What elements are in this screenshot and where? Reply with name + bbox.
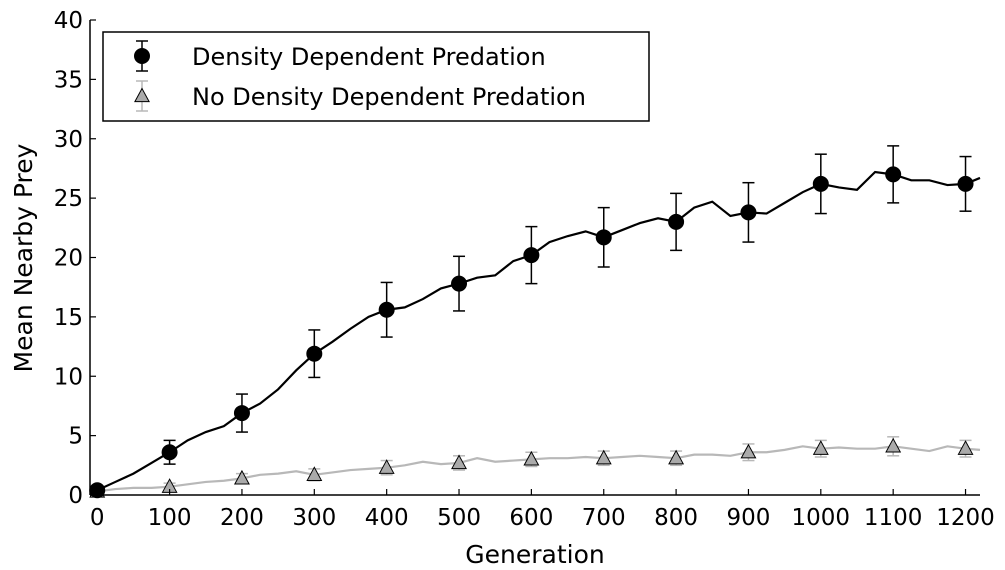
legend-box xyxy=(102,31,650,122)
x-tick-label: 400 xyxy=(365,505,409,531)
legend-items xyxy=(134,40,150,112)
data-point-density xyxy=(595,229,612,246)
data-point-density xyxy=(378,301,395,318)
data-point-no-density xyxy=(378,459,395,474)
x-tick-label: 800 xyxy=(654,505,698,531)
data-point-density xyxy=(306,345,323,362)
data-point-no-density xyxy=(812,440,829,455)
data-point-density xyxy=(668,213,685,230)
data-point-no-density xyxy=(306,466,323,481)
data-point-density xyxy=(233,405,250,422)
y-tick-label: 30 xyxy=(54,127,83,153)
series-layer xyxy=(89,145,981,499)
x-tick-label: 900 xyxy=(727,505,771,531)
x-tick-label: 700 xyxy=(582,505,626,531)
series-line-no-density xyxy=(97,445,981,493)
legend-marker-density xyxy=(134,48,150,64)
x-tick-label: 500 xyxy=(437,505,481,531)
data-point-no-density xyxy=(233,469,250,485)
x-tick-label: 200 xyxy=(220,505,264,531)
data-point-no-density xyxy=(451,454,467,470)
data-point-no-density xyxy=(740,443,757,459)
x-tick-label: 1000 xyxy=(792,505,851,531)
x-tick-label: 1100 xyxy=(864,505,923,531)
data-point-density xyxy=(523,247,540,264)
x-tick-label: 100 xyxy=(148,505,192,531)
data-point-no-density xyxy=(523,450,540,466)
data-point-no-density xyxy=(957,440,974,455)
legend: Density Dependent Predation No Density D… xyxy=(102,31,650,122)
data-point-density xyxy=(885,166,902,183)
x-tick-label: 300 xyxy=(292,505,336,531)
data-point-density xyxy=(812,175,829,192)
y-axis-label: Mean Nearby Prey xyxy=(9,143,38,372)
y-tick-label: 25 xyxy=(54,186,83,212)
data-point-no-density xyxy=(668,449,685,465)
legend-label-density: Density Dependent Predation xyxy=(192,43,546,71)
data-point-density xyxy=(451,275,468,292)
y-tick-label: 15 xyxy=(54,305,83,331)
x-tick-label: 0 xyxy=(90,505,105,531)
x-tick-label: 600 xyxy=(509,505,553,531)
data-point-density xyxy=(957,175,974,192)
y-tick-label: 5 xyxy=(68,424,83,450)
legend-label-no-density: No Density Dependent Predation xyxy=(192,83,586,111)
y-tick-label: 0 xyxy=(68,483,83,509)
x-tick-label: 1200 xyxy=(936,505,995,531)
legend-marker-no-density xyxy=(134,87,150,103)
x-axis-label: Generation xyxy=(465,540,604,569)
y-tick-label: 35 xyxy=(54,67,83,93)
y-tick-label: 20 xyxy=(54,246,83,272)
y-tick-label: 40 xyxy=(54,8,83,34)
data-point-density xyxy=(161,444,178,461)
data-point-no-density xyxy=(885,437,902,453)
data-point-density xyxy=(740,204,757,221)
series-line-density xyxy=(96,170,981,492)
y-tick-label: 10 xyxy=(54,364,83,390)
data-point-no-density xyxy=(595,449,612,465)
